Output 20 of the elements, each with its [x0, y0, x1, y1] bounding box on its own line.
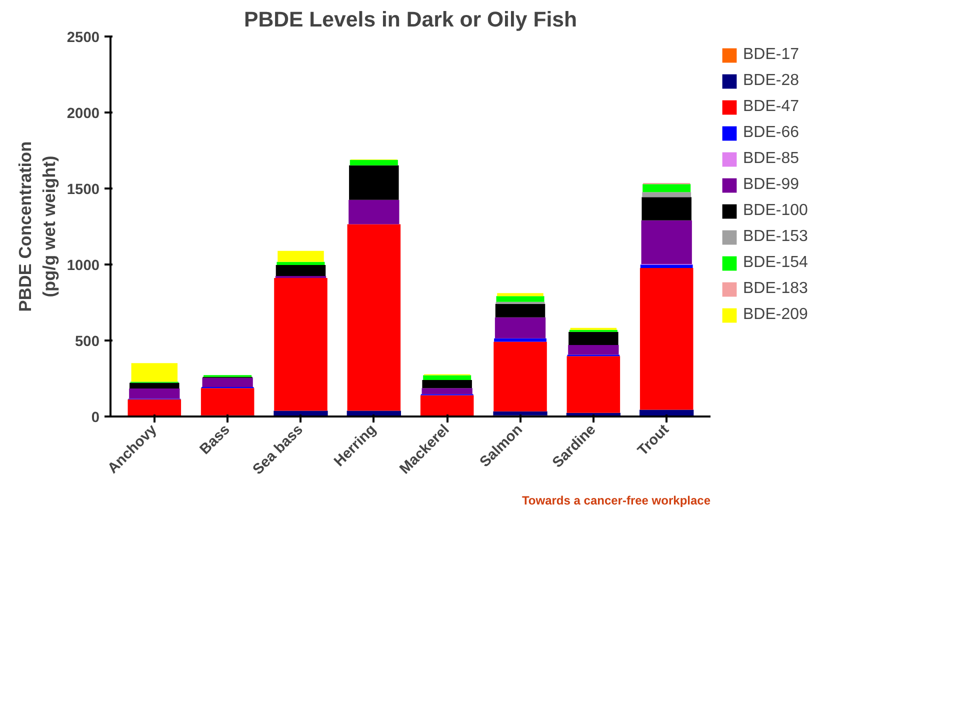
legend-label: BDE-47 — [743, 98, 800, 116]
legend-label: BDE-99 — [743, 176, 800, 194]
legend-label: BDE-153 — [743, 228, 808, 246]
y-tick-label: 1500 — [66, 182, 100, 198]
legend-label: BDE-17 — [743, 46, 800, 64]
legend-label: BDE-100 — [743, 202, 808, 220]
y-tick-label: 500 — [75, 334, 100, 350]
y-axis-title: PBDE Concentration (pg/g wet weight) — [14, 141, 59, 312]
legend-label: BDE-28 — [743, 72, 800, 90]
y-tick-label: 2500 — [66, 30, 100, 46]
text: Towards a cancer-free workplace — [522, 494, 711, 508]
legend-label: BDE-209 — [743, 306, 808, 324]
chart-title: PBDE Levels in Dark or Oily Fish — [244, 8, 578, 32]
legend-label: BDE-183 — [743, 280, 808, 298]
y-tick-label: 1000 — [66, 258, 100, 274]
legend-label: BDE-66 — [743, 124, 800, 142]
y-tick-label: 0 — [91, 410, 100, 426]
y-tick-label: 2000 — [66, 106, 100, 122]
legend-label: BDE-154 — [743, 254, 808, 272]
legend-label: BDE-85 — [743, 150, 800, 168]
